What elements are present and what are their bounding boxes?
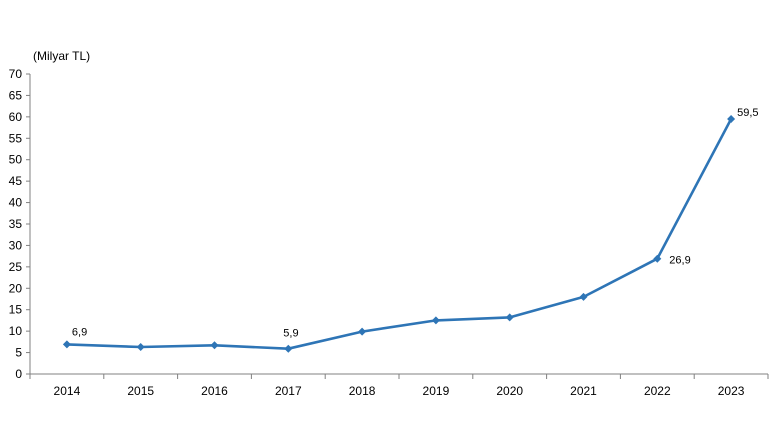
x-tick-label: 2014 — [54, 384, 81, 398]
x-tick-label: 2015 — [127, 384, 154, 398]
y-tick-label: 70 — [9, 67, 23, 81]
data-label: 6,9 — [72, 326, 87, 338]
y-tick-label: 5 — [15, 346, 22, 360]
data-point-marker — [136, 343, 145, 351]
data-point-marker — [431, 316, 440, 325]
y-tick-label: 45 — [9, 174, 23, 188]
x-tick-label: 2017 — [275, 384, 302, 398]
y-tick-label: 20 — [9, 281, 23, 295]
y-tick-label: 30 — [9, 238, 23, 252]
x-tick-label: 2021 — [570, 384, 597, 398]
data-label: 5,9 — [283, 328, 298, 340]
data-point-marker — [62, 340, 71, 349]
y-tick-label: 55 — [9, 131, 23, 145]
y-tick-label: 65 — [9, 88, 23, 102]
y-tick-label: 10 — [9, 324, 23, 338]
x-tick-label: 2018 — [349, 384, 376, 398]
x-tick-label: 2022 — [644, 384, 671, 398]
data-point-marker — [505, 313, 514, 322]
x-tick-label: 2023 — [718, 384, 745, 398]
data-point-marker — [727, 115, 736, 123]
data-point-marker — [653, 254, 662, 263]
y-tick-label: 60 — [9, 110, 23, 124]
data-point-marker — [579, 292, 588, 301]
data-label-layer: 6,9 5,9 26,9 59,5 — [72, 107, 759, 340]
y-tick-label: 0 — [15, 367, 22, 381]
x-tick-label: 2020 — [496, 384, 523, 398]
data-point-marker — [210, 341, 219, 350]
data-point-marker — [358, 327, 367, 336]
data-point-marker — [284, 344, 293, 353]
series-line — [66, 118, 733, 351]
data-label: 26,9 — [669, 255, 690, 267]
data-label: 59,5 — [737, 107, 758, 119]
x-tick-label: 2016 — [201, 384, 228, 398]
series-layer — [62, 115, 736, 353]
y-tick-label: 25 — [9, 260, 23, 274]
y-tick-label: 15 — [9, 303, 23, 317]
y-tick-label: 35 — [9, 217, 23, 231]
y-axis: 0 5 10 15 20 25 30 35 40 45 50 55 60 65 70 — [9, 67, 31, 381]
x-tick-label: 2019 — [423, 384, 450, 398]
y-tick-label: 40 — [9, 196, 23, 210]
y-tick-label: 50 — [9, 153, 23, 167]
y-axis-unit-label: (Milyar TL) — [33, 49, 90, 63]
x-axis: 2014 2015 2016 2017 2018 2019 2020 2021 2022 2023 — [29, 373, 769, 398]
